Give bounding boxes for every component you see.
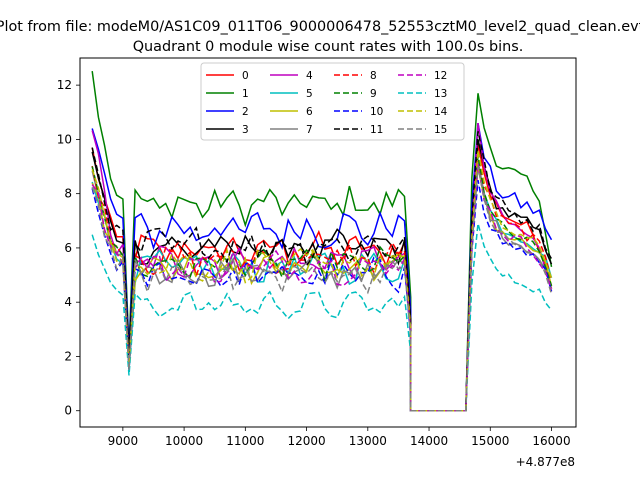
x-tick-label: 9000 [108, 434, 139, 448]
y-tick-label: 10 [57, 132, 72, 146]
y-axis: 0 2 4 6 8 10 12 [57, 78, 80, 418]
x-tick-label: 15000 [471, 434, 509, 448]
y-tick-label: 2 [64, 349, 72, 363]
legend-label-7: 7 [306, 124, 313, 136]
x-offset-label: +4.877e8 [516, 455, 575, 469]
x-tick-label: 12000 [287, 434, 325, 448]
y-tick-label: 4 [64, 295, 72, 309]
legend-label-6: 6 [306, 106, 313, 118]
figure-suptitle: Plot from file: modeM0/AS1C09_011T06_900… [0, 19, 640, 35]
y-tick-label: 6 [64, 241, 72, 255]
series-line-12 [91, 163, 553, 412]
legend-label-3: 3 [242, 124, 249, 136]
legend-box [200, 62, 465, 141]
legend-label-13: 13 [434, 88, 447, 100]
plot-frame [79, 57, 577, 428]
legend-label-4: 4 [306, 70, 313, 82]
y-tick-label: 8 [64, 187, 72, 201]
x-tick-label: 10000 [165, 434, 203, 448]
series-line-14 [91, 150, 553, 412]
legend-label-9: 9 [370, 88, 377, 100]
legend-label-11: 11 [370, 124, 383, 136]
legend-label-1: 1 [242, 88, 249, 100]
x-tick-label: 16000 [532, 434, 570, 448]
legend-label-8: 8 [370, 70, 377, 82]
legend-label-2: 2 [242, 106, 249, 118]
x-axis: 9000 10000 11000 12000 13000 14000 15000 16000 [108, 427, 571, 448]
series-line-13 [91, 223, 553, 412]
series-line-6 [91, 166, 553, 412]
x-tick-label: 11000 [226, 434, 264, 448]
x-tick-label: 14000 [410, 434, 448, 448]
series-line-11 [91, 131, 553, 412]
series-line-4 [91, 122, 553, 412]
legend-label-15: 15 [434, 124, 447, 136]
x-tick-label: 13000 [349, 434, 387, 448]
y-tick-label: 0 [64, 404, 72, 418]
series-line-10 [91, 179, 553, 412]
legend-label-10: 10 [370, 106, 383, 118]
series-group [91, 70, 553, 412]
legend-label-14: 14 [434, 106, 448, 118]
y-tick-label: 12 [57, 78, 72, 92]
legend-label-5: 5 [306, 88, 313, 100]
series-line-2 [91, 122, 553, 412]
series-line-1 [91, 70, 553, 412]
legend-label-12: 12 [434, 70, 447, 82]
series-line-9 [91, 155, 553, 412]
chart-title: Quadrant 0 module wise count rates with … [133, 39, 524, 55]
series-line-15 [91, 166, 553, 412]
legend-label-0: 0 [242, 70, 249, 82]
